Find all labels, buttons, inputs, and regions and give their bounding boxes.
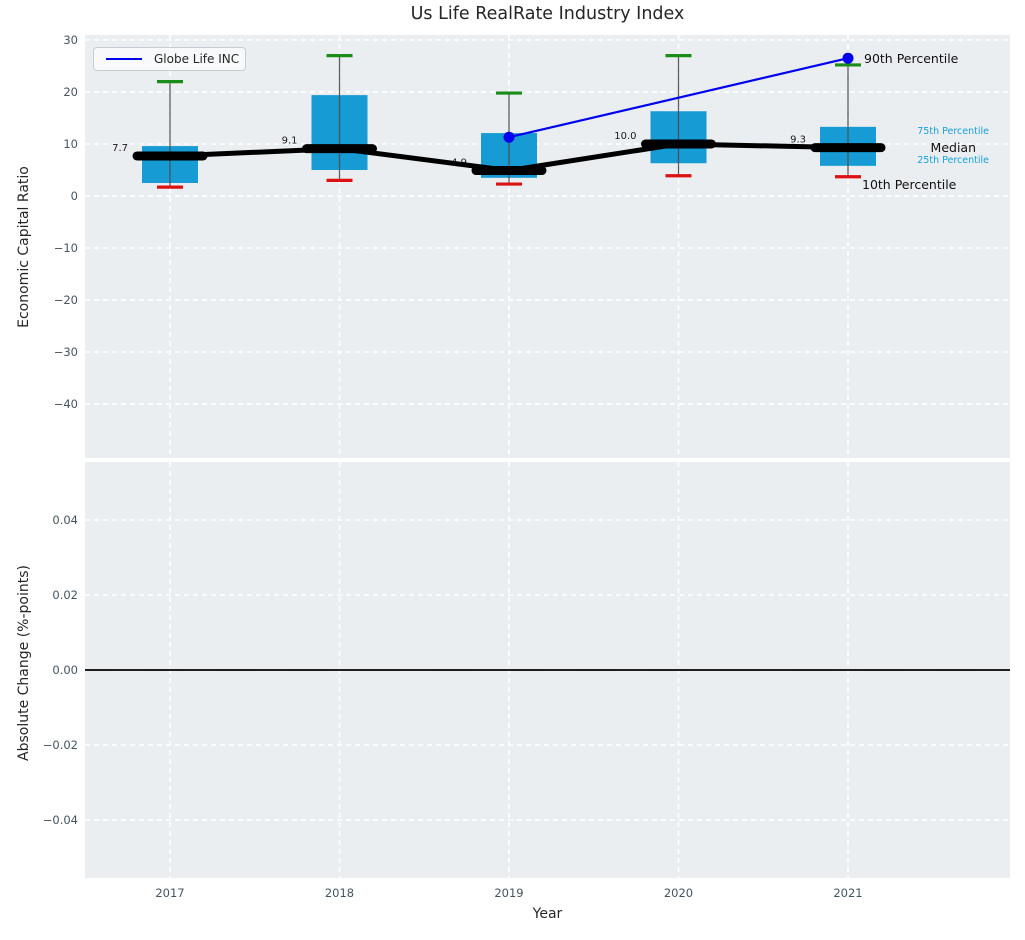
bottom-ytick--0.04: −0.04 — [43, 813, 78, 827]
top-ytick-10: 10 — [63, 137, 78, 151]
globe-life-point-2019 — [503, 131, 515, 143]
top-y-axis-label: Economic Capital Ratio — [16, 166, 32, 328]
median-value-annotation-2020: 10.0 — [614, 131, 636, 142]
label-10th-percentile: 10th Percentile — [862, 177, 957, 192]
globe-life-line — [508, 57, 849, 139]
top-ytick--20: −20 — [54, 293, 78, 307]
legend: Globe Life INC — [93, 47, 246, 71]
xtick-2019: 2019 — [494, 886, 523, 900]
top-ytick-20: 20 — [63, 85, 78, 99]
top-ytick--10: −10 — [54, 241, 78, 255]
bottom-y-axis-label: Absolute Change (%-points) — [16, 565, 32, 761]
label-90th-percentile: 90th Percentile — [864, 51, 959, 66]
bottom-ytick--0.02: −0.02 — [43, 738, 78, 752]
legend-label: Globe Life INC — [154, 52, 240, 66]
top-ytick-30: 30 — [63, 33, 78, 47]
bottom-ytick-0: 0.00 — [52, 663, 78, 677]
xtick-2017: 2017 — [155, 886, 184, 900]
label-25th-percentile: 25th Percentile — [917, 155, 989, 166]
chart-title: Us Life RealRate Industry Index — [410, 4, 685, 24]
median-value-annotation-2017: 7.7 — [112, 143, 128, 154]
label-75th-percentile: 75th Percentile — [917, 126, 989, 137]
x-axis-label: Year — [532, 906, 563, 922]
top-axes-background — [85, 35, 1010, 458]
bottom-ytick-0.02: 0.02 — [52, 588, 78, 602]
top-ytick--40: −40 — [54, 397, 78, 411]
bottom-ytick-0.04: 0.04 — [52, 513, 78, 527]
top-ytick--30: −30 — [54, 345, 78, 359]
legend-line-swatch — [106, 58, 142, 60]
label-median: Median — [930, 140, 976, 155]
xtick-2018: 2018 — [325, 886, 354, 900]
xtick-2020: 2020 — [664, 886, 693, 900]
globe-life-point-2021 — [842, 52, 854, 64]
median-value-annotation-2018: 9.1 — [282, 136, 298, 147]
median-value-annotation-2021: 9.3 — [790, 135, 806, 146]
top-ytick-0: 0 — [71, 189, 78, 203]
xtick-2021: 2021 — [833, 886, 862, 900]
